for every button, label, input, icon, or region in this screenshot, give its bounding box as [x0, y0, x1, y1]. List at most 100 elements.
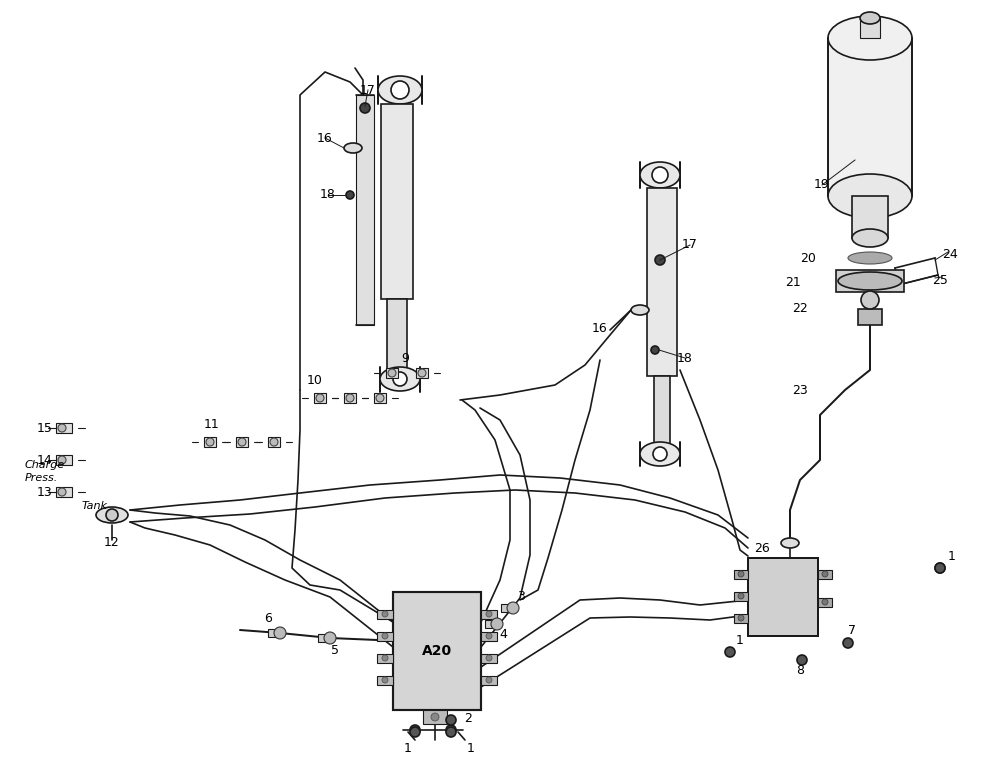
Bar [356, 95, 374, 325]
Text: 1: 1 [948, 550, 956, 564]
Text: 8: 8 [796, 663, 804, 676]
Circle shape [486, 655, 492, 661]
Bar [654, 376, 670, 454]
Circle shape [410, 725, 420, 735]
Circle shape [652, 167, 668, 183]
Circle shape [270, 438, 278, 446]
Bar [56, 487, 72, 497]
Circle shape [797, 655, 807, 665]
Ellipse shape [631, 305, 649, 315]
Ellipse shape [344, 143, 362, 153]
Bar [860, 18, 880, 38]
Circle shape [486, 633, 492, 639]
Bar [377, 610, 393, 619]
Text: 25: 25 [932, 273, 948, 286]
Circle shape [382, 611, 388, 617]
Ellipse shape [848, 252, 892, 264]
Text: 18: 18 [320, 188, 336, 201]
Text: 17: 17 [682, 239, 698, 252]
Bar [314, 393, 326, 403]
Bar [393, 592, 481, 710]
Bar [734, 592, 748, 601]
Text: Tank: Tank [82, 501, 108, 511]
Bar [377, 654, 393, 663]
Circle shape [106, 509, 118, 521]
Bar [734, 614, 748, 623]
Text: 20: 20 [800, 252, 816, 265]
Text: 24: 24 [942, 249, 958, 262]
Text: 4: 4 [499, 628, 507, 642]
Circle shape [316, 394, 324, 402]
Bar [381, 104, 413, 299]
Circle shape [324, 632, 336, 644]
Text: 6: 6 [264, 611, 272, 625]
Bar [416, 368, 428, 378]
Text: 21: 21 [785, 276, 801, 289]
Circle shape [738, 593, 744, 599]
Text: 22: 22 [792, 302, 808, 314]
Text: 2: 2 [464, 712, 472, 724]
Bar [818, 570, 832, 579]
Text: 5: 5 [331, 644, 339, 656]
Circle shape [382, 655, 388, 661]
Bar [423, 710, 447, 724]
Circle shape [388, 369, 396, 377]
Circle shape [446, 725, 456, 735]
Circle shape [655, 255, 665, 265]
Ellipse shape [96, 507, 128, 523]
Bar [481, 654, 497, 663]
Circle shape [486, 677, 492, 683]
Circle shape [346, 191, 354, 199]
Bar [374, 393, 386, 403]
Bar [386, 368, 398, 378]
Circle shape [410, 727, 420, 737]
Circle shape [431, 713, 439, 721]
Circle shape [382, 677, 388, 683]
Circle shape [653, 447, 667, 461]
Bar [481, 632, 497, 641]
Bar [318, 634, 330, 642]
Circle shape [822, 571, 828, 577]
Text: 19: 19 [814, 178, 830, 191]
Text: A20: A20 [422, 644, 452, 658]
Circle shape [376, 394, 384, 402]
Circle shape [446, 727, 456, 737]
Circle shape [738, 571, 744, 577]
Circle shape [418, 369, 426, 377]
Text: 11: 11 [204, 418, 220, 432]
Circle shape [935, 563, 945, 573]
Text: 1: 1 [404, 741, 412, 754]
Circle shape [486, 611, 492, 617]
Bar [268, 437, 280, 447]
Text: 7: 7 [848, 624, 856, 636]
Circle shape [382, 633, 388, 639]
Ellipse shape [860, 12, 880, 24]
Ellipse shape [640, 162, 680, 188]
Bar [501, 604, 513, 612]
Circle shape [822, 599, 828, 605]
Bar [344, 393, 356, 403]
Circle shape [360, 103, 370, 113]
Bar [481, 610, 497, 619]
Bar [836, 270, 904, 292]
Ellipse shape [380, 367, 420, 391]
Circle shape [346, 394, 354, 402]
Text: 1: 1 [736, 634, 744, 646]
Bar [236, 437, 248, 447]
Circle shape [274, 627, 286, 639]
Bar [377, 676, 393, 685]
Circle shape [651, 346, 659, 354]
Bar [748, 558, 818, 636]
Ellipse shape [640, 442, 680, 466]
Text: 17: 17 [360, 83, 376, 96]
Bar [377, 632, 393, 641]
Circle shape [738, 615, 744, 621]
Circle shape [391, 81, 409, 99]
Text: 26: 26 [754, 541, 770, 554]
Ellipse shape [828, 174, 912, 218]
Text: 18: 18 [677, 351, 693, 364]
Bar [852, 196, 888, 238]
Text: 15: 15 [37, 422, 53, 435]
Circle shape [206, 438, 214, 446]
Text: 3: 3 [517, 591, 525, 604]
